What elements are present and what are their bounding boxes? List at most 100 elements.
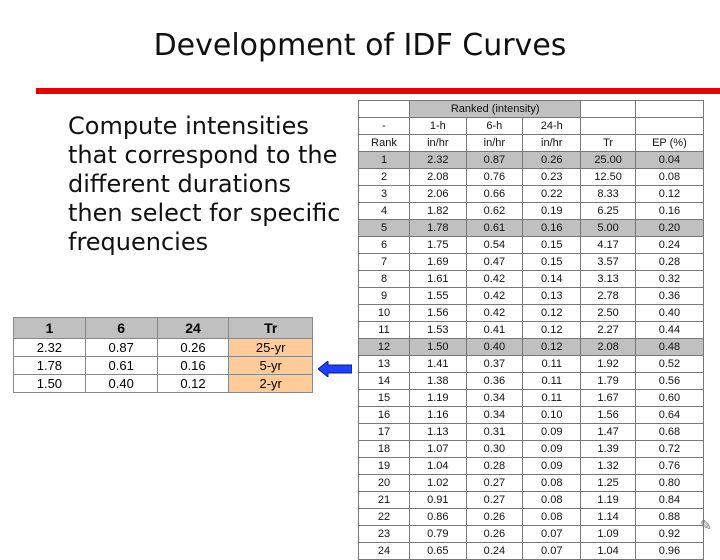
table-cell: 0.26 <box>465 508 524 526</box>
table-cell: 0.54 <box>465 236 524 254</box>
ranked-header-cell: 24-h <box>522 117 582 135</box>
bullet-text: Compute intensities that correspond to t… <box>68 112 341 256</box>
table-cell: 0.09 <box>522 423 582 441</box>
table-cell: 1.56 <box>409 304 467 322</box>
table-row: 6 1.75 0.54 0.15 4.17 0.24 <box>358 236 705 254</box>
table-cell: 21 <box>358 491 410 509</box>
table-cell: 1.56 <box>580 406 636 424</box>
summary-cell: 1.78 <box>13 356 86 375</box>
left-arrow-icon <box>318 361 352 377</box>
table-cell: 0.28 <box>465 457 524 475</box>
table-cell: 2 <box>358 168 410 186</box>
summary-cell: 2.32 <box>13 338 86 357</box>
table-cell: 0.72 <box>634 440 705 458</box>
summary-header-cell: 6 <box>84 317 158 339</box>
pencil-icon: ✎ <box>700 518 712 534</box>
table-cell: 0.24 <box>634 236 705 254</box>
table-cell: 0.42 <box>465 287 524 305</box>
ranked-header-cell: - <box>358 117 410 135</box>
table-cell: 0.12 <box>522 304 582 322</box>
summary-cell: 0.61 <box>84 356 158 375</box>
table-cell: 0.31 <box>465 423 524 441</box>
table-cell: 0.27 <box>465 474 524 492</box>
table-cell: 1.32 <box>580 457 636 475</box>
table-cell: 1.19 <box>409 389 467 407</box>
table-row: 15 1.19 0.34 0.11 1.67 0.60 <box>358 389 705 407</box>
table-cell: 14 <box>358 372 410 390</box>
table-cell: 0.26 <box>522 151 582 169</box>
table-cell: 0.08 <box>634 168 705 186</box>
table-row: 18 1.07 0.30 0.09 1.39 0.72 <box>358 440 705 458</box>
table-row: 8 1.61 0.42 0.14 3.13 0.32 <box>358 270 705 288</box>
ranked-header-cell: 1-h <box>409 117 467 135</box>
table-row: 20 1.02 0.27 0.08 1.25 0.80 <box>358 474 705 492</box>
ranked-header-cell: EP (%) <box>634 134 705 152</box>
summary-cell: 0.16 <box>156 356 230 375</box>
table-cell: 0.40 <box>634 304 705 322</box>
table-cell: 17 <box>358 423 410 441</box>
table-row: 1 2.32 0.87 0.26 25.00 0.04 <box>358 151 705 169</box>
table-cell: 2.27 <box>580 321 636 339</box>
ranked-header-cell: Tr <box>580 134 636 152</box>
table-row: 9 1.55 0.42 0.13 2.78 0.36 <box>358 287 705 305</box>
summary-header-row: 1 6 24 Tr <box>13 317 313 339</box>
table-cell: 0.23 <box>522 168 582 186</box>
table-cell: 0.91 <box>409 491 467 509</box>
table-cell: 2.32 <box>409 151 467 169</box>
table-cell: 0.36 <box>465 372 524 390</box>
table-cell: 0.66 <box>465 185 524 203</box>
table-cell: 3.13 <box>580 270 636 288</box>
table-cell: 0.60 <box>634 389 705 407</box>
table-cell: 0.12 <box>522 321 582 339</box>
summary-cell: 0.40 <box>84 374 158 393</box>
ranked-header-row-2: Rank in/hr in/hr in/hr Tr EP (%) <box>358 134 705 152</box>
table-cell: 1.25 <box>580 474 636 492</box>
ranked-header-cell <box>634 117 705 135</box>
table-cell: 6 <box>358 236 410 254</box>
table-cell: 0.09 <box>522 457 582 475</box>
ranked-group-row: Ranked (intensity) <box>358 100 705 118</box>
table-cell: 11 <box>358 321 410 339</box>
table-cell: 3 <box>358 185 410 203</box>
summary-cell: 1.50 <box>13 374 86 393</box>
table-cell: 0.44 <box>634 321 705 339</box>
table-cell: 0.87 <box>465 151 524 169</box>
ranked-header-cell <box>580 117 636 135</box>
table-cell: 3.57 <box>580 253 636 271</box>
table-cell: 1.04 <box>409 457 467 475</box>
table-cell: 4 <box>358 202 410 220</box>
table-cell: 1.13 <box>409 423 467 441</box>
table-cell: 0.86 <box>409 508 467 526</box>
table-cell: 15 <box>358 389 410 407</box>
table-cell: 12.50 <box>580 168 636 186</box>
table-cell: 8.33 <box>580 185 636 203</box>
table-cell: 0.15 <box>522 236 582 254</box>
table-cell: 5 <box>358 219 410 237</box>
table-cell: 1.47 <box>580 423 636 441</box>
table-cell: 0.65 <box>409 542 467 560</box>
table-cell: 0.64 <box>634 406 705 424</box>
table-cell: 8 <box>358 270 410 288</box>
table-cell: 1.78 <box>409 219 467 237</box>
table-cell: 0.12 <box>634 185 705 203</box>
table-row: 16 1.16 0.34 0.10 1.56 0.64 <box>358 406 705 424</box>
ranked-group-blank <box>634 100 705 118</box>
table-cell: 25.00 <box>580 151 636 169</box>
table-cell: 1.61 <box>409 270 467 288</box>
table-cell: 0.61 <box>465 219 524 237</box>
table-cell: 1.09 <box>580 525 636 543</box>
summary-cell: 0.87 <box>84 338 158 357</box>
table-cell: 7 <box>358 253 410 271</box>
ranked-group-blank <box>358 100 410 118</box>
table-cell: 0.28 <box>634 253 705 271</box>
table-cell: 0.13 <box>522 287 582 305</box>
summary-tr-cell: 5-yr <box>228 356 313 375</box>
table-cell: 0.88 <box>634 508 705 526</box>
table-cell: 0.42 <box>465 304 524 322</box>
table-cell: 0.56 <box>634 372 705 390</box>
table-cell: 5.00 <box>580 219 636 237</box>
table-cell: 13 <box>358 355 410 373</box>
table-row: 3 2.06 0.66 0.22 8.33 0.12 <box>358 185 705 203</box>
table-cell: 0.32 <box>634 270 705 288</box>
summary-row: 2.32 0.87 0.26 25-yr <box>13 338 313 357</box>
